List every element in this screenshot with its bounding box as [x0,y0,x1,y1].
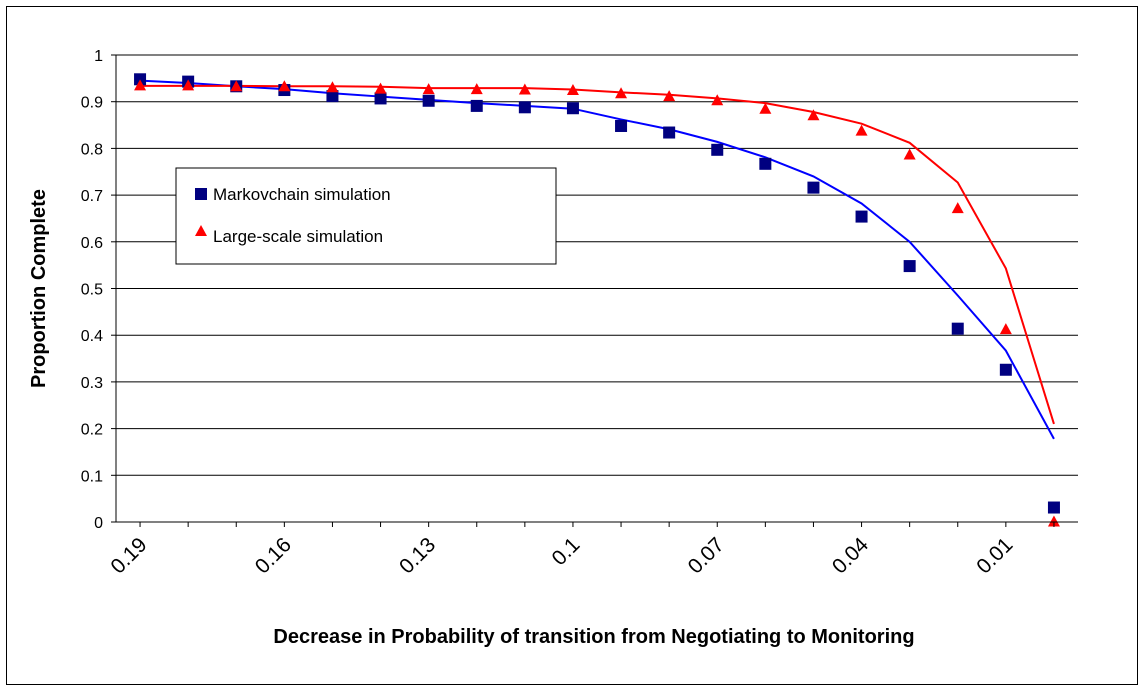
large-scale-point [470,83,483,95]
large-scale-point [230,80,243,92]
large-scale-point [711,94,724,106]
y-axis-ticks: 0 0.1 0.2 0.3 0.4 0.5 0.6 0.7 0.8 0.9 1 [81,48,116,532]
legend-marker-large-scale [195,225,207,236]
y-tick-label: 0.1 [81,468,103,485]
markovchain-point [470,99,483,112]
trend-lines [140,79,1055,440]
y-tick-label: 0.2 [81,422,103,439]
large-scale-point [951,202,964,214]
markovchain-point [566,102,579,115]
markovchain-point [999,363,1012,376]
x-axis-ticks: 0.19 0.16 0.13 0.1 0.07 0.04 0.01 [106,522,1055,578]
large-scale-point [326,81,339,93]
markovchain-point [951,322,964,335]
y-tick-label: 0.5 [81,282,103,299]
markovchain-point [374,92,387,105]
markovchain-point [1047,501,1060,514]
x-tick-label: 0.01 [972,533,1017,578]
large-scale-point [1047,515,1060,527]
y-tick-label: 0.8 [81,141,103,158]
y-tick-label: 0.3 [81,375,103,392]
x-axis-label: Decrease in Probability of transition fr… [273,626,914,648]
legend-label-markovchain: Markovchain simulation [213,185,391,204]
x-tick-label: 0.1 [548,533,585,570]
x-tick-label: 0.16 [251,533,296,578]
y-tick-label: 1 [94,48,103,65]
grid-lines [116,54,1078,476]
trend-line [140,79,1055,440]
large-scale-point [374,82,387,94]
x-tick-label: 0.04 [828,533,873,578]
chart-frame: 0 0.1 0.2 0.3 0.4 0.5 0.6 0.7 0.8 0.9 1 0.19 0.16 0.… [6,6,1138,685]
large-scale-point [999,323,1012,335]
trend-line [140,84,1055,425]
large-scale-point [903,148,916,160]
large-scale-point [134,79,147,91]
x-tick-label: 0.13 [395,533,440,578]
legend-label-large-scale: Large-scale simulation [213,227,383,246]
y-tick-label: 0 [94,515,103,532]
markovchain-point [759,157,772,170]
legend-marker-markovchain [195,188,207,200]
large-scale-point [855,124,868,136]
markovchain-point [663,126,676,139]
large-scale-point [759,102,772,114]
large-scale-point [807,109,820,121]
y-axis-label: Proportion Complete [28,189,50,388]
y-tick-label: 0.7 [81,188,103,205]
x-tick-label: 0.07 [684,533,729,578]
y-tick-label: 0.4 [81,328,103,345]
x-tick-label: 0.19 [106,533,151,578]
legend: Markovchain simulation Large-scale simul… [175,167,557,265]
chart-svg: 00.10.20.30.40.50.60.70.80.91 0.19 0.16 0.… [28,48,1078,648]
legend-box [175,167,557,265]
markovchain-point [855,210,868,223]
large-scale-point [518,83,531,95]
large-scale-point [278,80,291,92]
large-scale-point [422,83,435,95]
y-tick-label: 0.6 [81,235,103,252]
markovchain-point [903,260,916,273]
markovchain-point [134,73,147,86]
large-scale-point [663,90,676,102]
markovchain-point [807,181,820,194]
markovchain-point [615,119,628,132]
markovchain-point [518,101,531,114]
large-scale-point [566,84,579,96]
markovchain-point [326,90,339,103]
large-scale-point [182,79,195,91]
markovchain-point [711,143,724,156]
y-tick-label: 0.9 [81,95,103,112]
markovchain-point [422,94,435,107]
data-points [134,73,1060,527]
large-scale-point [615,87,628,99]
